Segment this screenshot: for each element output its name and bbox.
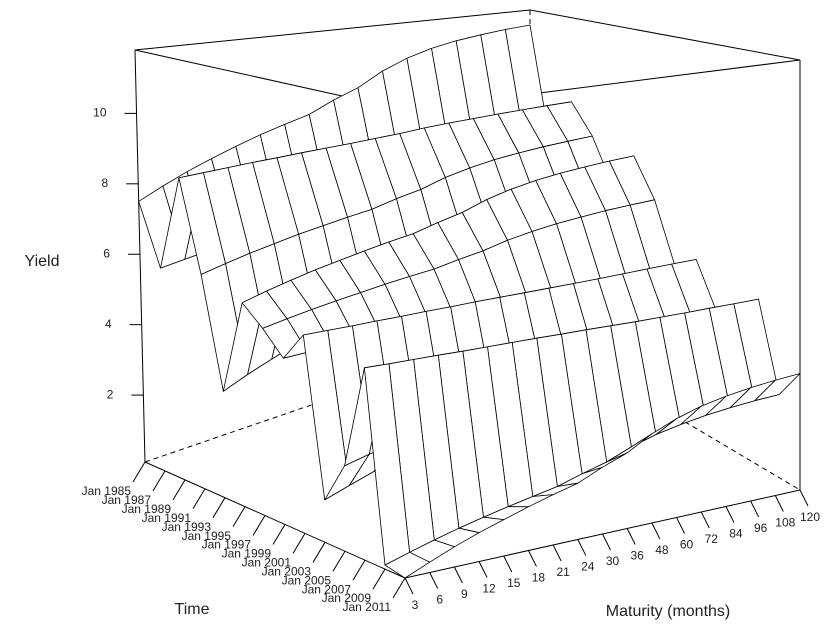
x-tick bbox=[332, 550, 346, 572]
y-tick bbox=[453, 566, 463, 584]
y-tick-label: 3 bbox=[412, 598, 419, 612]
y-axis-label: Maturity (months) bbox=[606, 603, 730, 620]
x-axis-label: Time bbox=[175, 601, 210, 618]
y-tick-label: 30 bbox=[606, 554, 620, 568]
z-axis-label: Yield bbox=[25, 253, 60, 270]
y-tick-label: 60 bbox=[680, 538, 694, 552]
y-tick bbox=[750, 500, 760, 518]
y-tick-label: 120 bbox=[800, 510, 820, 524]
y-tick bbox=[700, 511, 710, 529]
y-tick bbox=[404, 577, 414, 595]
z-tick-label: 2 bbox=[107, 387, 114, 401]
x-tick bbox=[192, 488, 206, 510]
x-tick bbox=[372, 568, 386, 590]
y-tick bbox=[676, 517, 686, 534]
y-tick-label: 9 bbox=[461, 587, 468, 601]
y-tick-label: 36 bbox=[631, 549, 645, 563]
x-tick-label: Jan 2003 bbox=[262, 564, 312, 578]
x-tick-label: Jan 1985 bbox=[82, 484, 132, 498]
y-tick-label: 15 bbox=[507, 576, 521, 590]
y-tick-label: 96 bbox=[754, 521, 768, 535]
x-tick bbox=[212, 497, 226, 518]
y-tick bbox=[651, 522, 661, 540]
box-edge bbox=[134, 9, 531, 51]
x-tick-label: Jan 2001 bbox=[242, 556, 292, 570]
x-tick-label: Jan 2007 bbox=[302, 582, 352, 596]
box-edge bbox=[144, 329, 531, 463]
y-tick-label: 84 bbox=[729, 527, 743, 541]
x-tick bbox=[172, 479, 186, 501]
x-tick bbox=[292, 533, 306, 554]
y-tick bbox=[774, 495, 784, 512]
surface-cell bbox=[384, 551, 431, 579]
y-tick-label: 12 bbox=[482, 582, 496, 596]
y-tick-label: 48 bbox=[655, 543, 669, 557]
y-tick-label: 72 bbox=[705, 532, 719, 546]
box-edge bbox=[144, 461, 406, 579]
box-edge bbox=[134, 49, 146, 463]
x-tick-label: Jan 1993 bbox=[162, 520, 212, 534]
y-tick bbox=[478, 561, 488, 578]
y-tick bbox=[577, 539, 587, 556]
y-tick bbox=[503, 555, 513, 573]
x-tick-label: Jan 1997 bbox=[202, 538, 252, 552]
y-tick-label: 21 bbox=[556, 565, 570, 579]
y-tick bbox=[429, 572, 439, 589]
x-tick bbox=[312, 542, 326, 563]
x-tick-label: Jan 2005 bbox=[282, 573, 332, 587]
x-tick bbox=[392, 577, 406, 599]
x-tick bbox=[232, 506, 246, 527]
x-tick-label: Jan 1991 bbox=[142, 511, 192, 525]
y-tick bbox=[626, 528, 636, 545]
y-tick-label: 18 bbox=[532, 571, 546, 585]
x-tick-label: Jan 2011 bbox=[343, 600, 392, 614]
x-tick-label: Jan 1989 bbox=[122, 502, 172, 516]
x-tick bbox=[352, 559, 366, 581]
x-tick bbox=[272, 524, 286, 545]
z-tick-label: 6 bbox=[103, 246, 110, 260]
x-tick-label: Jan 1999 bbox=[222, 547, 272, 561]
z-tick-label: 8 bbox=[102, 176, 109, 190]
y-tick bbox=[552, 544, 562, 562]
y-tick bbox=[527, 550, 537, 567]
y-tick bbox=[725, 506, 735, 523]
y-tick-label: 6 bbox=[436, 593, 443, 607]
x-tick-label: Jan 2009 bbox=[322, 591, 372, 605]
y-tick-label: 108 bbox=[775, 516, 795, 530]
box-edge bbox=[529, 9, 801, 61]
x-tick-label: Jan 1995 bbox=[182, 529, 232, 543]
z-tick-label: 10 bbox=[93, 106, 107, 120]
z-tick-label: 4 bbox=[105, 317, 112, 331]
x-tick bbox=[152, 470, 166, 492]
y-tick bbox=[602, 533, 611, 551]
x-tick-label: Jan 1987 bbox=[102, 493, 152, 507]
x-tick bbox=[252, 515, 266, 536]
x-tick bbox=[132, 461, 146, 483]
y-tick bbox=[799, 489, 809, 507]
y-tick-label: 24 bbox=[581, 560, 595, 574]
